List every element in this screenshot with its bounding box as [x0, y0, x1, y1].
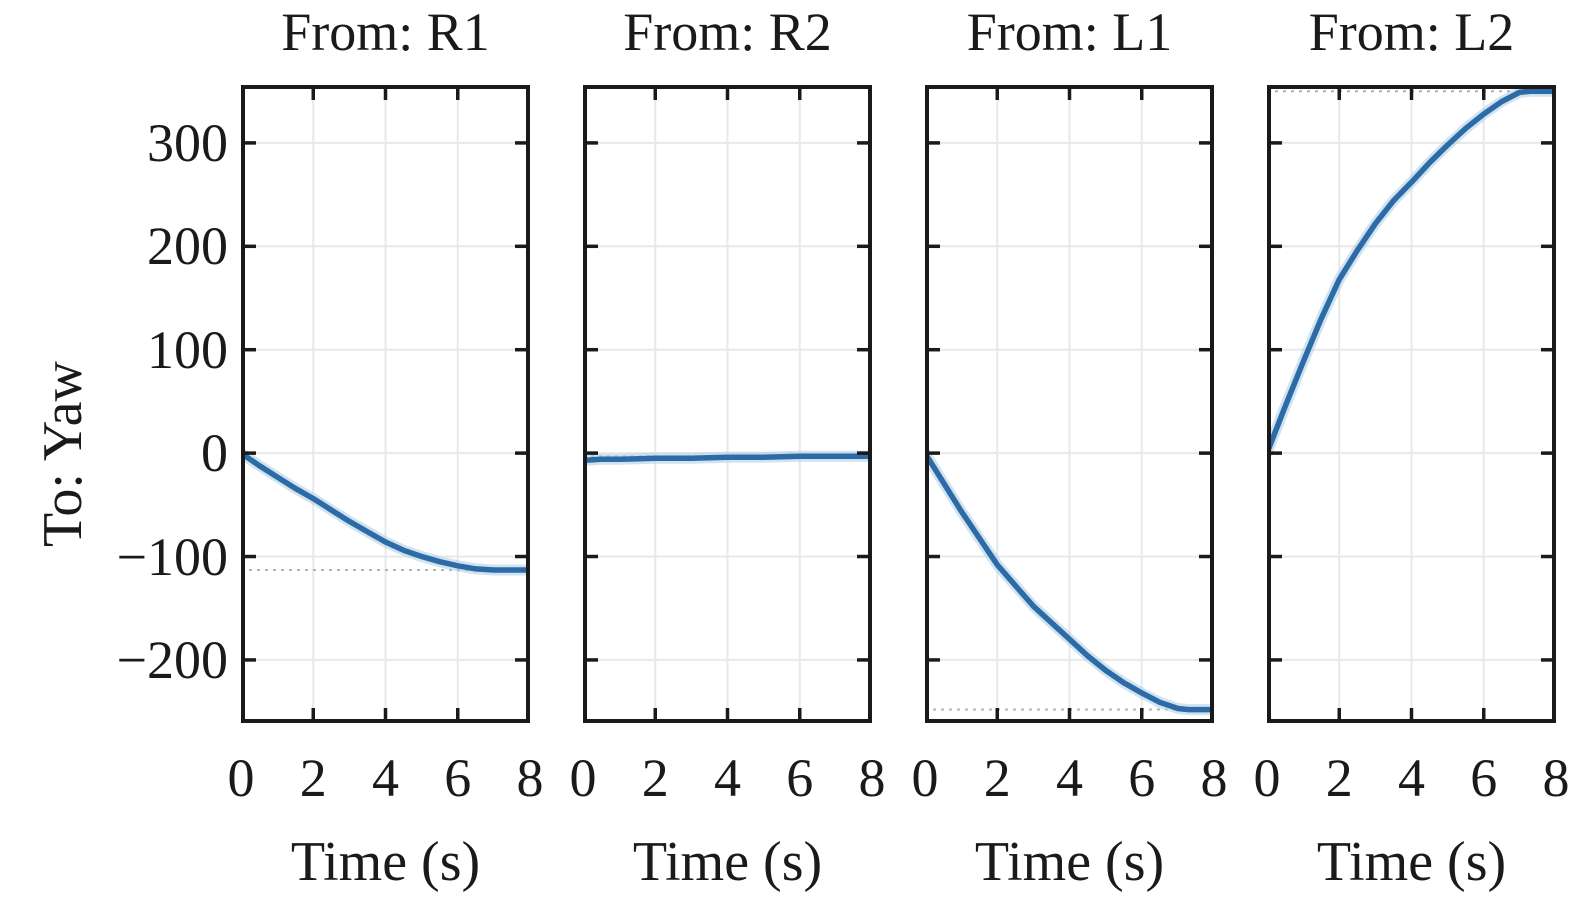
- x-tick-label: 2: [983, 748, 1011, 808]
- y-tick-label: −200: [116, 629, 228, 690]
- response-curve: [925, 450, 1214, 713]
- x-tick-label: 2: [641, 748, 669, 808]
- x-tick-label: 2: [299, 748, 327, 808]
- x-tick-label: 6: [786, 748, 814, 808]
- x-tick-label: 4: [372, 748, 399, 808]
- x-tick-label: 4: [1056, 748, 1083, 808]
- x-tick-label: 0: [911, 748, 939, 808]
- x-tick-label: 2: [1325, 748, 1353, 808]
- panel-title: From: L2: [1308, 2, 1515, 62]
- x-tick-label: 8: [1200, 748, 1228, 808]
- x-axis-label: Time (s): [290, 831, 481, 893]
- x-tick-label: 4: [714, 748, 741, 808]
- x-tick-label: 0: [1253, 748, 1281, 808]
- x-tick-label: 6: [1470, 748, 1498, 808]
- x-tick-label: 8: [1542, 748, 1570, 808]
- axes-frame: [1267, 85, 1556, 723]
- x-tick-label: 8: [516, 748, 544, 808]
- x-tick-label: 6: [444, 748, 472, 808]
- response-curve: [583, 453, 872, 464]
- y-tick-label: 200: [147, 216, 228, 277]
- x-axis-label: Time (s): [1316, 831, 1507, 893]
- y-tick-label: 100: [147, 319, 228, 380]
- panel-title: From: R1: [281, 2, 490, 62]
- panel-title: From: R2: [623, 2, 832, 62]
- axes-frame: [241, 85, 530, 723]
- x-tick-label: 8: [858, 748, 886, 808]
- axes-frame: [925, 85, 1214, 723]
- y-tick-label: −100: [116, 526, 228, 587]
- panel-title: From: L1: [966, 2, 1173, 62]
- y-tick-label: 0: [201, 423, 228, 484]
- plot-area: [925, 85, 1214, 723]
- axes-frame: [583, 85, 872, 723]
- y-tick-label: 300: [147, 112, 228, 173]
- x-tick-label: 0: [569, 748, 597, 808]
- plot-area: [241, 85, 530, 723]
- response-curve: [1267, 88, 1556, 456]
- response-curve: [241, 450, 530, 573]
- x-axis-label: Time (s): [974, 831, 1165, 893]
- plot-area: [583, 85, 872, 723]
- x-tick-label: 4: [1398, 748, 1425, 808]
- x-axis-label: Time (s): [632, 831, 823, 893]
- x-tick-label: 6: [1128, 748, 1156, 808]
- x-tick-label: 0: [227, 748, 255, 808]
- plot-area: [1267, 85, 1556, 723]
